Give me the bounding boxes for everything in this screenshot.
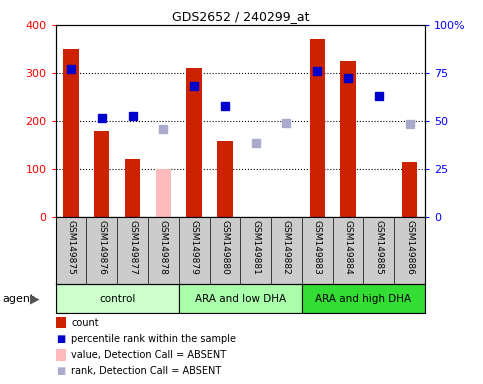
Text: control: control bbox=[99, 293, 135, 304]
Text: GSM149877: GSM149877 bbox=[128, 220, 137, 275]
Text: GSM149880: GSM149880 bbox=[220, 220, 229, 275]
Text: value, Detection Call = ABSENT: value, Detection Call = ABSENT bbox=[71, 350, 226, 360]
Bar bbox=[341, 61, 356, 217]
Text: GSM149875: GSM149875 bbox=[67, 220, 75, 275]
Bar bbox=[186, 68, 202, 217]
Text: ■: ■ bbox=[56, 334, 66, 344]
Text: ▶: ▶ bbox=[30, 292, 40, 305]
Text: GSM149886: GSM149886 bbox=[405, 220, 414, 275]
Text: GSM149885: GSM149885 bbox=[374, 220, 384, 275]
Text: GSM149882: GSM149882 bbox=[282, 220, 291, 275]
Text: count: count bbox=[71, 318, 99, 328]
Bar bbox=[217, 141, 233, 217]
Text: GSM149881: GSM149881 bbox=[251, 220, 260, 275]
Text: GSM149883: GSM149883 bbox=[313, 220, 322, 275]
Text: GSM149876: GSM149876 bbox=[97, 220, 106, 275]
Bar bbox=[125, 159, 140, 217]
Text: GSM149878: GSM149878 bbox=[159, 220, 168, 275]
Bar bbox=[56, 284, 179, 313]
Bar bbox=[402, 162, 417, 217]
Text: GDS2652 / 240299_at: GDS2652 / 240299_at bbox=[171, 10, 309, 23]
Bar bbox=[94, 131, 110, 217]
Text: rank, Detection Call = ABSENT: rank, Detection Call = ABSENT bbox=[71, 366, 221, 376]
Bar bbox=[302, 284, 425, 313]
Bar bbox=[156, 169, 171, 217]
Text: percentile rank within the sample: percentile rank within the sample bbox=[71, 334, 236, 344]
Text: ARA and low DHA: ARA and low DHA bbox=[195, 293, 286, 304]
Text: GSM149884: GSM149884 bbox=[343, 220, 353, 275]
Text: ARA and high DHA: ARA and high DHA bbox=[315, 293, 412, 304]
Text: GSM149879: GSM149879 bbox=[190, 220, 199, 275]
Text: agent: agent bbox=[2, 293, 35, 304]
Bar bbox=[179, 284, 302, 313]
Bar bbox=[63, 49, 79, 217]
Bar bbox=[310, 40, 325, 217]
Text: ■: ■ bbox=[56, 366, 66, 376]
